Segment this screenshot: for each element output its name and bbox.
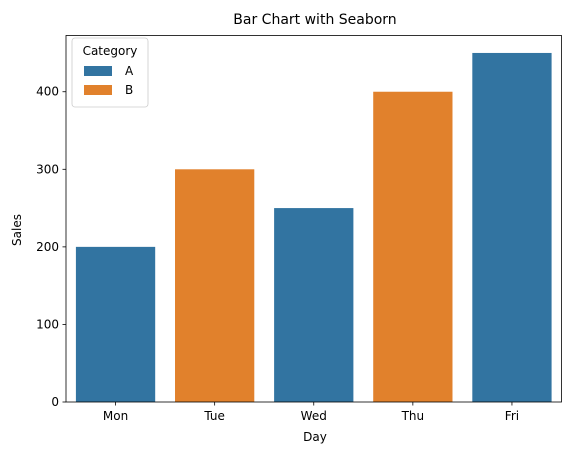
y-tick-label: 300 — [36, 162, 59, 176]
y-tick-label: 200 — [36, 240, 59, 254]
bar-tue — [175, 169, 255, 402]
x-tick-label: Fri — [505, 409, 519, 423]
plot-frame — [65, 35, 562, 403]
y-tick-label: 0 — [51, 395, 59, 409]
legend-label-a: A — [125, 64, 134, 78]
y-tick-label: 400 — [36, 85, 59, 99]
x-axis-label: Day — [303, 430, 327, 444]
y-axis-label: Sales — [10, 214, 24, 246]
chart-title: Bar Chart with Seaborn — [233, 12, 396, 28]
bar-mon — [75, 246, 156, 402]
y-axis-ticks: 0 100 200 300 400 — [36, 85, 66, 409]
legend-title: Category — [83, 44, 138, 58]
bar-wed — [274, 208, 354, 402]
legend: Category AB — [71, 37, 149, 108]
x-tick-label: Mon — [103, 409, 128, 423]
x-tick-label: Tue — [203, 409, 225, 423]
bars-group — [75, 52, 552, 403]
bar-fri — [472, 52, 552, 402]
legend-swatch-b — [84, 85, 112, 95]
x-tick-label: Thu — [401, 409, 425, 423]
legend-label-b: B — [125, 83, 133, 97]
x-tick-label: Wed — [301, 409, 327, 423]
legend-swatch-a — [84, 66, 112, 76]
x-axis-ticks: Mon Tue Wed Thu Fri — [103, 402, 519, 423]
y-tick-label: 100 — [36, 317, 59, 331]
bar-thu — [373, 91, 453, 403]
